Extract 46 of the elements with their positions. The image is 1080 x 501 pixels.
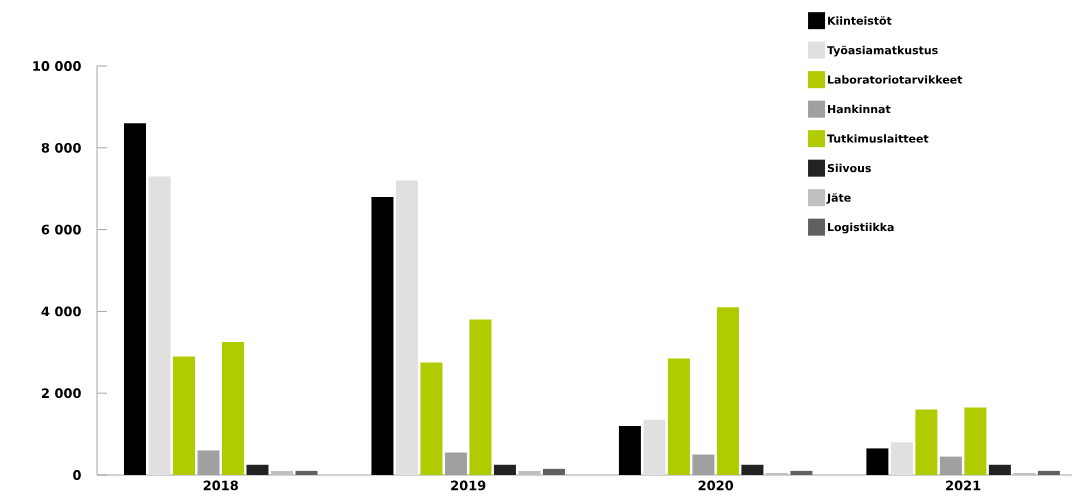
legend-label: Työasiamatkustus <box>827 45 938 57</box>
bar <box>172 356 195 475</box>
bar <box>643 419 666 475</box>
legend-label: Hankinnat <box>828 104 891 114</box>
legend-label: Laboratoriotarvikkeet <box>828 75 963 84</box>
bar <box>371 196 394 475</box>
x-tick-label: 2018 <box>203 480 238 491</box>
bar <box>518 470 541 475</box>
bar <box>221 342 244 475</box>
bar <box>890 442 913 475</box>
legend-label: Jäte <box>826 193 851 204</box>
bar <box>790 470 813 475</box>
y-tick-label: 8 000 <box>41 142 81 153</box>
y-tick-label: 0 <box>73 470 81 480</box>
bar <box>1037 470 1060 475</box>
x-tick-label: 2021 <box>946 480 981 491</box>
bar <box>395 180 418 475</box>
bar <box>420 362 443 475</box>
bar <box>866 448 889 475</box>
bar <box>915 409 938 475</box>
bar <box>765 472 788 475</box>
bar <box>469 319 492 475</box>
bar <box>148 176 171 475</box>
x-tick-label: 2020 <box>698 480 734 491</box>
bar <box>1013 472 1036 475</box>
bar <box>246 464 269 475</box>
bar <box>964 407 987 475</box>
y-tick-label: 10 000 <box>33 61 81 71</box>
y-tick-label: 6 000 <box>41 224 81 235</box>
bar <box>716 307 739 475</box>
bar <box>667 358 690 475</box>
y-tick-label: 2 000 <box>41 388 81 399</box>
legend-label: Kiinteistöt <box>828 16 892 25</box>
y-tick-label: 4 000 <box>41 306 81 317</box>
legend-label: Tutkimuslaitteet <box>827 134 929 143</box>
bar <box>295 470 318 475</box>
bar <box>988 464 1011 475</box>
bar <box>493 464 516 475</box>
legend-label: Siivous <box>827 163 871 173</box>
bar <box>542 468 565 475</box>
bar <box>741 464 764 475</box>
bar <box>270 470 293 475</box>
bar <box>123 123 146 475</box>
legend-label: Logistiikka <box>828 222 894 234</box>
bar <box>618 425 641 475</box>
x-tick-label: 2019 <box>451 480 486 491</box>
